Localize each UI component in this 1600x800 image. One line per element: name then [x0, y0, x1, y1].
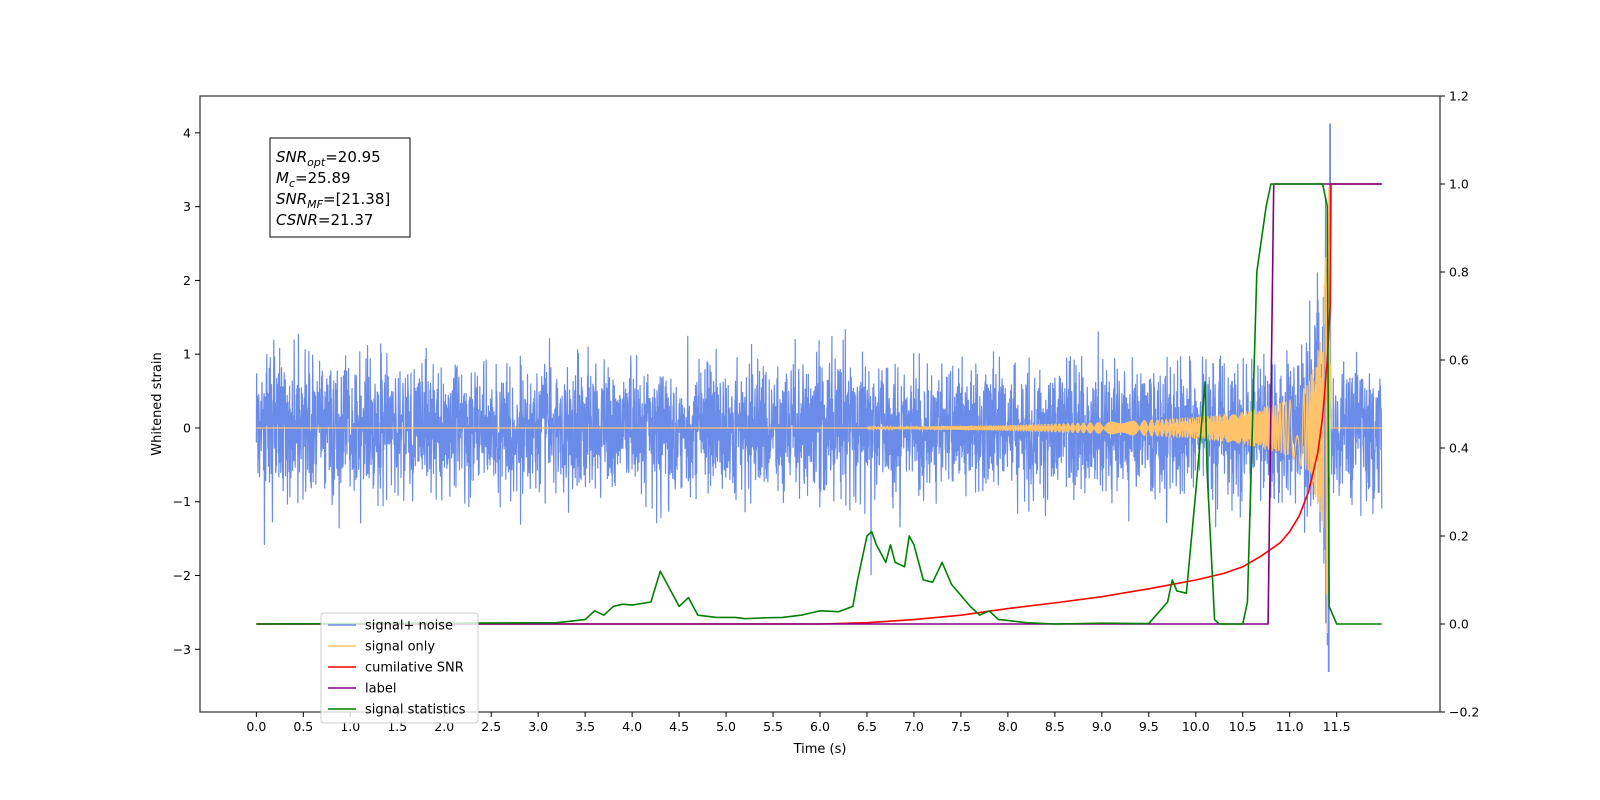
annotation-symbol: M: [276, 169, 289, 187]
annotation-symbol: SNR: [276, 148, 307, 166]
y-tick-label: 1: [183, 347, 191, 362]
annotation-value: =20.95: [325, 148, 381, 166]
legend-label: label: [365, 682, 396, 697]
legend-frame: [320, 612, 479, 724]
legend-label: cumilative SNR: [365, 661, 464, 676]
x-tick-label: 9.5: [1139, 719, 1159, 734]
annotation-line: CSNR=21.37: [276, 211, 373, 229]
x-axis-label: Time (s): [793, 742, 847, 757]
x-tick-label: 3.5: [575, 719, 595, 734]
legend-label: signal+ noise: [365, 619, 453, 634]
x-tick-label: 11.0: [1276, 719, 1304, 734]
x-tick-label: 5.0: [716, 719, 736, 734]
annotation-value: =[21.38]: [323, 190, 390, 208]
x-tick-label: 9.0: [1092, 719, 1112, 734]
y-tick-label: 3: [183, 199, 191, 214]
y-tick-label: 2: [183, 273, 191, 288]
x-tick-label: 7.0: [904, 719, 924, 734]
y2-tick-label: 0.4: [1449, 441, 1469, 456]
x-tick-label: 2.5: [481, 719, 501, 734]
legend-label: signal statistics: [365, 703, 466, 718]
y2-tick-label: 1.0: [1449, 177, 1469, 192]
annotation-subscript: c: [289, 177, 295, 190]
annotation-line: SNRopt=20.95: [276, 148, 381, 169]
y-axis-label: Whitened strain: [150, 352, 165, 455]
series-cumilative-snr-line: [256, 183, 1382, 625]
y2-tick-label: 1.2: [1449, 89, 1469, 104]
x-tick-label: 0.0: [246, 719, 266, 734]
x-tick-label: 6.5: [857, 719, 877, 734]
series-signal-statistics-line: [256, 183, 1382, 625]
x-tick-label: 5.5: [763, 719, 783, 734]
x-tick-label: 6.0: [810, 719, 830, 734]
x-tick-label: 8.5: [1045, 719, 1065, 734]
y2-tick-label: 0.6: [1449, 353, 1469, 368]
x-tick-label: 4.0: [622, 719, 642, 734]
annotation-line: SNRMF=[21.38]: [276, 190, 390, 211]
x-tick-label: 8.0: [998, 719, 1018, 734]
y2-tick-label: −0.2: [1449, 705, 1479, 720]
series-label-line: [256, 183, 1382, 625]
y-tick-label: −1: [173, 494, 191, 509]
annotation-line: Mc=25.89: [276, 169, 351, 190]
x-tick-label: 10.0: [1182, 719, 1210, 734]
x-tick-label: 4.5: [669, 719, 689, 734]
x-tick-label: 3.0: [528, 719, 548, 734]
y2-axis-ticks: −0.2 0.0 0.2 0.4 0.6 0.8 1.0 1.2: [1440, 89, 1479, 720]
y2-tick-label: 0.8: [1449, 265, 1469, 280]
series-signal-only-line: [256, 187, 1382, 634]
annotation-frame: [269, 137, 411, 238]
x-tick-label: 11.5: [1323, 719, 1351, 734]
legend-label: signal only: [365, 640, 435, 655]
annotation-subscript: opt: [307, 156, 326, 169]
annotation-box: SNRopt=20.95Mc=25.89SNRMF=[21.38]CSNR=21…: [269, 137, 411, 238]
annotation-value: =25.89: [295, 169, 351, 187]
x-tick-label: 0.5: [293, 719, 313, 734]
legend: signal+ noise signal only cumilative SNR la…: [320, 612, 479, 724]
annotation-symbol: SNR: [276, 190, 307, 208]
y2-tick-label: 0.0: [1449, 617, 1469, 632]
series-layer: [255, 123, 1383, 673]
y-tick-label: 0: [183, 420, 191, 435]
annotation-subscript: MF: [307, 198, 323, 211]
annotation-value: =21.37: [318, 211, 374, 229]
y-tick-label: −2: [173, 568, 191, 583]
x-tick-label: 10.5: [1229, 719, 1257, 734]
y-tick-label: 4: [183, 125, 191, 140]
x-tick-label: 7.5: [951, 719, 971, 734]
annotation-symbol: CSNR: [276, 211, 318, 229]
y-axis-ticks: −3 −2 −1 0 1 2 3 4: [173, 125, 200, 657]
y-tick-label: −3: [173, 642, 191, 657]
y2-tick-label: 0.2: [1449, 529, 1469, 544]
